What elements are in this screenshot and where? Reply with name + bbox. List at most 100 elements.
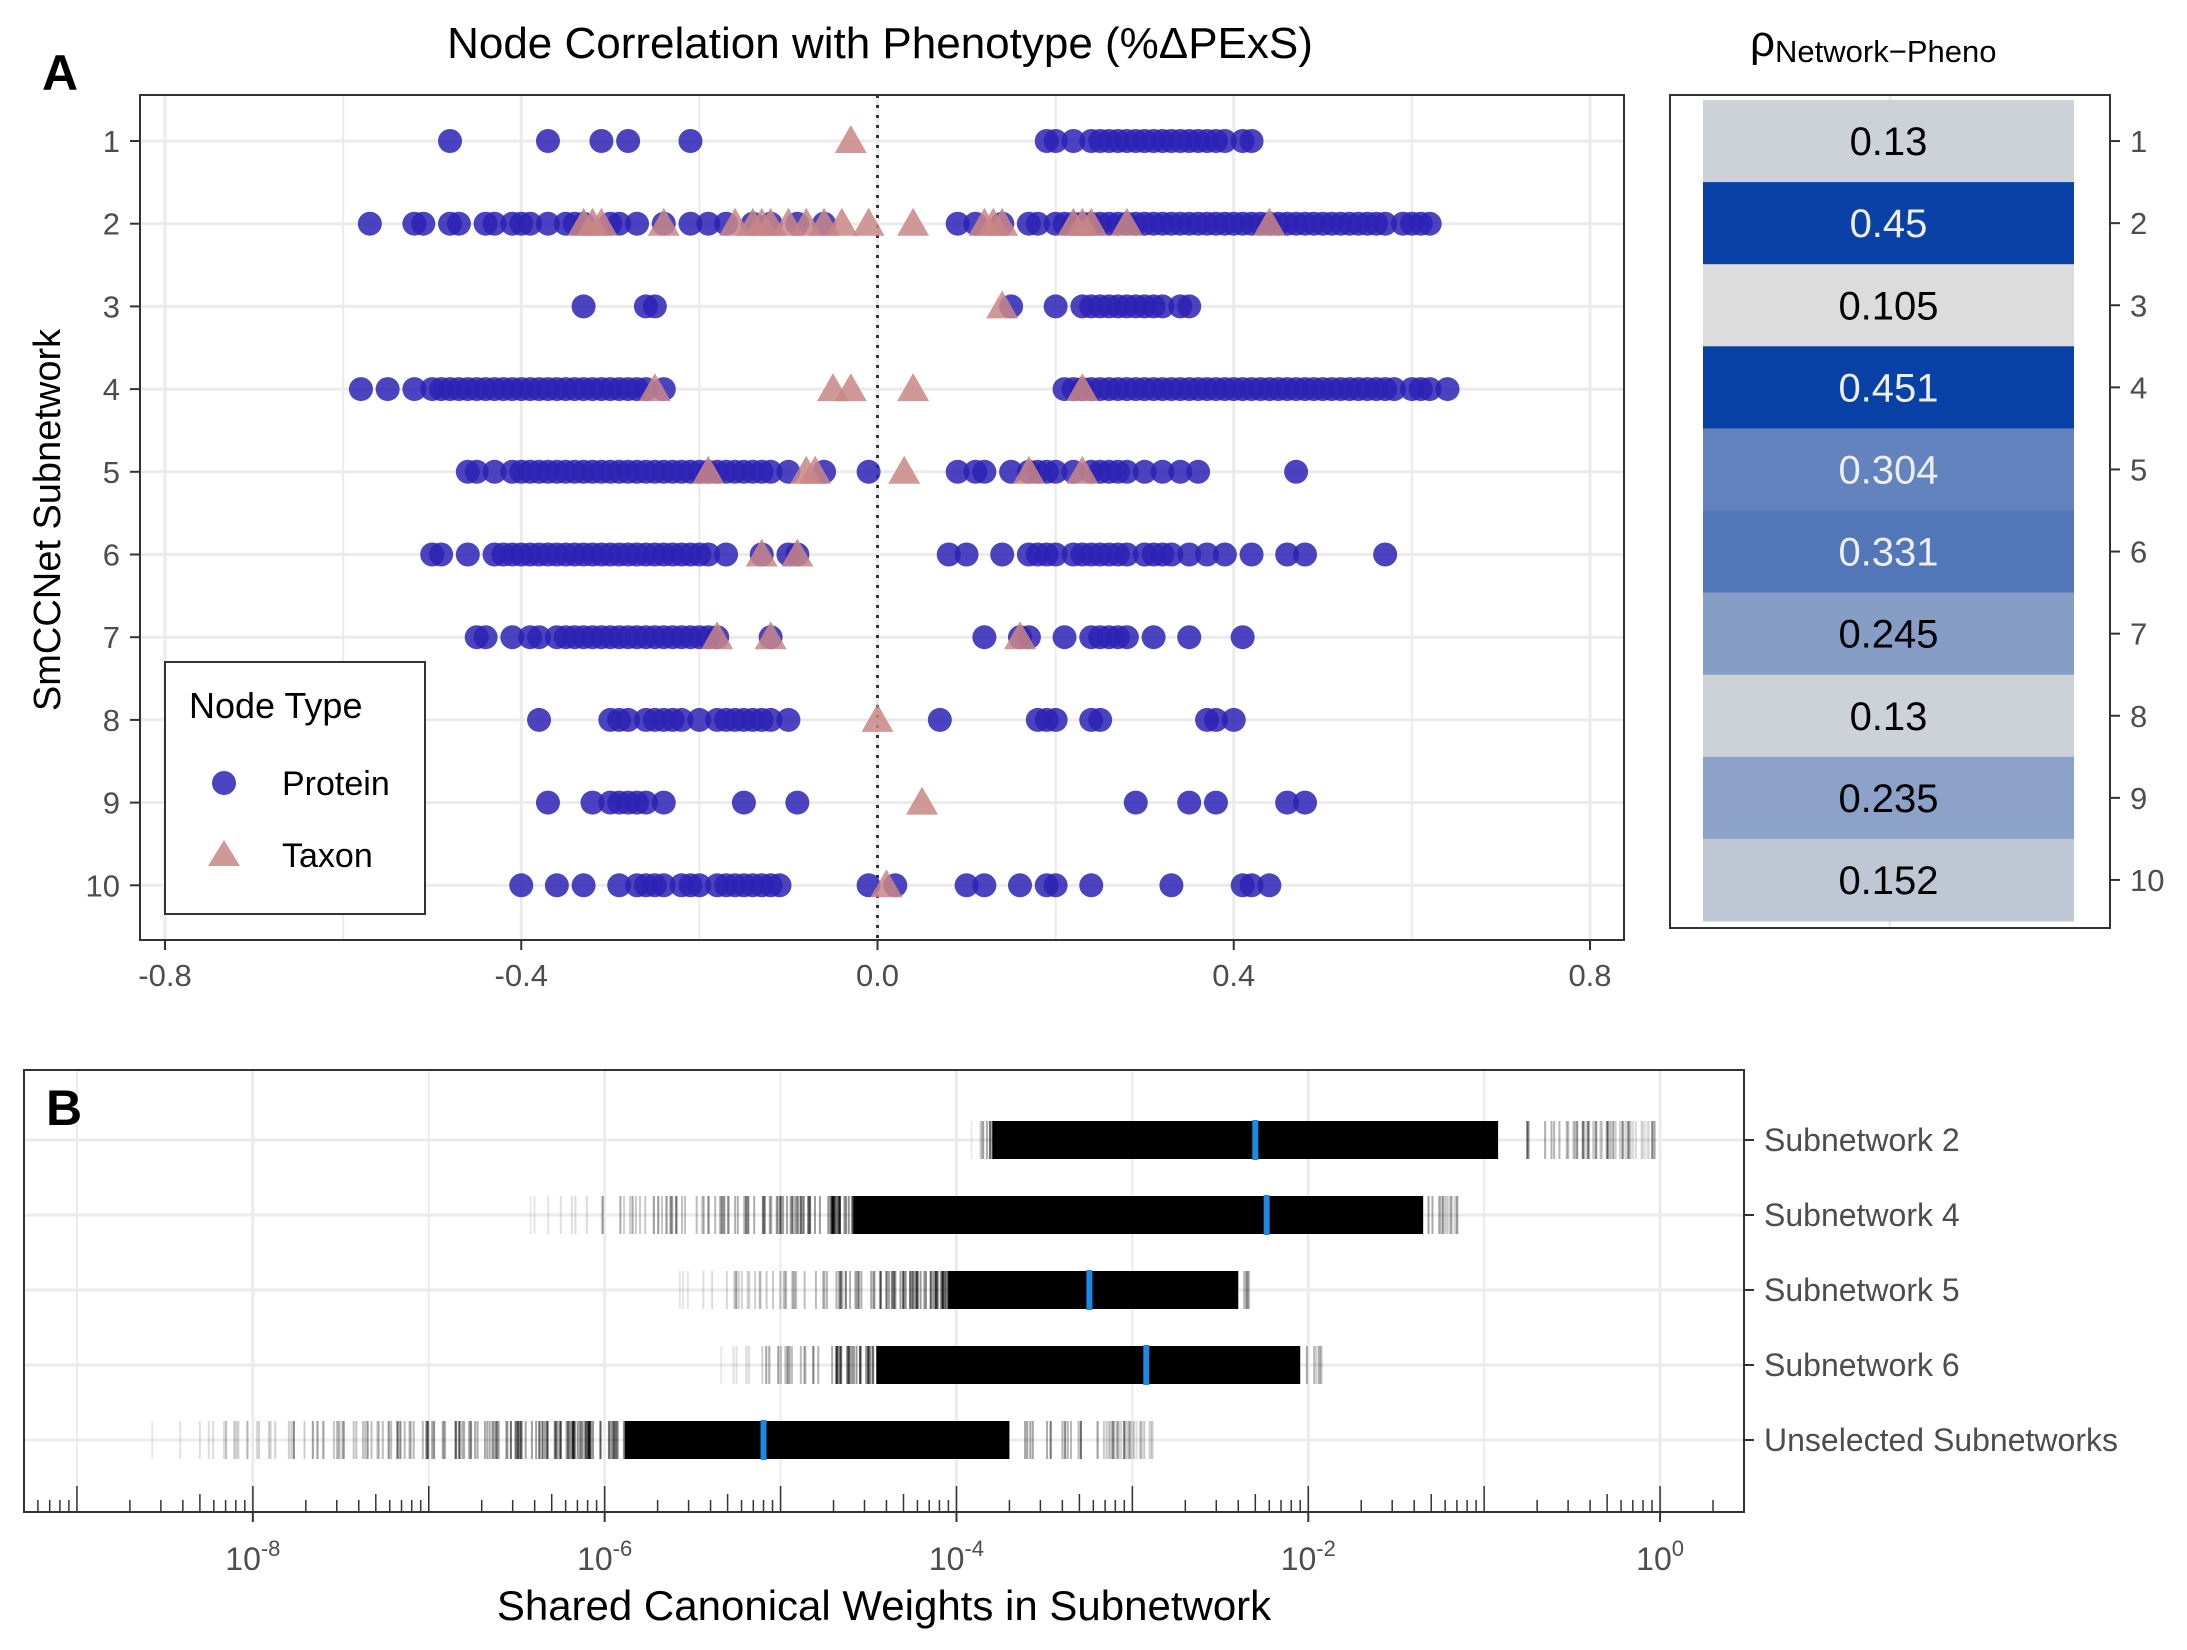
weight-tick <box>840 1271 843 1309</box>
weight-tick <box>496 1421 499 1459</box>
weight-tick <box>1453 1196 1456 1234</box>
protein-point <box>669 707 694 732</box>
weight-tick <box>1456 1196 1459 1234</box>
protein-point <box>945 459 970 484</box>
weight-tick <box>198 1421 201 1459</box>
weight-tick <box>607 1421 610 1459</box>
weight-tick <box>831 1196 834 1234</box>
weight-tick <box>837 1271 840 1309</box>
weight-tick <box>909 1271 912 1309</box>
protein-point <box>580 790 605 815</box>
weight-tick <box>1612 1121 1615 1159</box>
a-x-tick-label: -0.8 <box>138 958 191 993</box>
weight-tick <box>867 1346 870 1384</box>
weight-tick <box>913 1271 916 1309</box>
weight-tick <box>915 1271 918 1309</box>
weight-tick <box>1142 1421 1145 1459</box>
panel-a: A Node Correlation with Phenotype (%ΔPEx… <box>27 19 1625 993</box>
weight-tick <box>1079 1421 1082 1459</box>
weight-tick <box>1632 1121 1635 1159</box>
weight-tick <box>332 1421 335 1459</box>
weight-tick <box>1122 1421 1125 1459</box>
weight-tick <box>780 1196 783 1234</box>
weight-tick <box>364 1421 367 1459</box>
weight-tick <box>427 1421 430 1459</box>
weight-tick <box>533 1196 536 1234</box>
weight-tick <box>556 1421 559 1459</box>
protein-point <box>1373 211 1398 236</box>
taxon-point <box>888 455 921 484</box>
taxon-point <box>745 538 778 567</box>
weight-tick <box>1107 1421 1110 1459</box>
weight-tick <box>342 1421 345 1459</box>
weight-tick <box>1066 1421 1069 1459</box>
weight-tick <box>529 1196 532 1234</box>
weight-tick <box>763 1196 766 1234</box>
median-marker <box>1086 1270 1093 1310</box>
protein-point <box>1417 211 1442 236</box>
weight-tick <box>1112 1421 1115 1459</box>
weight-tick <box>830 1196 833 1234</box>
weight-tick <box>622 1421 625 1459</box>
weight-tick <box>1651 1121 1654 1159</box>
weight-tick <box>942 1271 945 1309</box>
weight-tick <box>488 1421 491 1459</box>
weight-tick <box>858 1346 861 1384</box>
weight-tick <box>1148 1421 1151 1459</box>
weight-tick <box>1627 1121 1630 1159</box>
weight-tick <box>1151 1421 1154 1459</box>
weight-tick <box>872 1271 875 1309</box>
weight-tick <box>929 1271 932 1309</box>
protein-point <box>1177 542 1202 567</box>
panel-a-y-axis-label: SmCCNet Subnetwork <box>27 328 69 711</box>
weight-tick <box>1449 1196 1452 1234</box>
weight-tick <box>509 1421 512 1459</box>
taxon-point <box>986 207 1019 236</box>
weight-tick <box>775 1196 778 1234</box>
weight-tick <box>1587 1121 1590 1159</box>
weight-tick <box>790 1346 793 1384</box>
weight-tick <box>979 1121 982 1159</box>
weight-tick <box>337 1421 340 1459</box>
weight-tick <box>652 1196 655 1234</box>
weight-tick <box>546 1421 549 1459</box>
weight-tick <box>813 1196 816 1234</box>
weight-tick <box>430 1421 433 1459</box>
a-y-tick-label: 9 <box>103 786 120 821</box>
weight-tick <box>1064 1421 1067 1459</box>
protein-point <box>1043 459 1068 484</box>
weight-tick <box>765 1271 768 1309</box>
weight-tick <box>902 1271 905 1309</box>
panel-b-x-axis-label: Shared Canonical Weights in Subnetwork <box>497 1582 1272 1629</box>
protein-point <box>1239 873 1264 898</box>
weight-tick <box>799 1196 802 1234</box>
weight-tick <box>1105 1421 1108 1459</box>
weight-tick <box>1654 1121 1657 1159</box>
protein-point <box>625 211 650 236</box>
weight-tick <box>361 1421 364 1459</box>
weight-tick <box>840 1346 843 1384</box>
protein-point <box>687 873 712 898</box>
weight-tick <box>772 1271 775 1309</box>
protein-point <box>990 542 1015 567</box>
weight-tick <box>843 1196 846 1234</box>
weight-tick <box>639 1196 642 1234</box>
protein-point <box>429 542 454 567</box>
b-x-tick-label: 100 <box>1636 1536 1684 1577</box>
weight-tick <box>803 1271 806 1309</box>
weight-tick <box>469 1421 472 1459</box>
protein-point <box>1212 542 1237 567</box>
a-y-tick-label: 2 <box>103 207 120 242</box>
heat-y-tick-label: 9 <box>2130 781 2147 816</box>
heat-cell-label: 0.451 <box>1838 366 1938 410</box>
weight-tick <box>745 1196 748 1234</box>
weight-tick <box>587 1421 590 1459</box>
weight-tick <box>574 1196 577 1234</box>
legend: Node Type Protein Taxon <box>164 661 426 915</box>
protein-point <box>1221 707 1246 732</box>
weight-tick <box>1313 1346 1316 1384</box>
protein-point <box>1132 459 1157 484</box>
weight-tick <box>733 1271 736 1309</box>
weight-tick <box>765 1346 768 1384</box>
